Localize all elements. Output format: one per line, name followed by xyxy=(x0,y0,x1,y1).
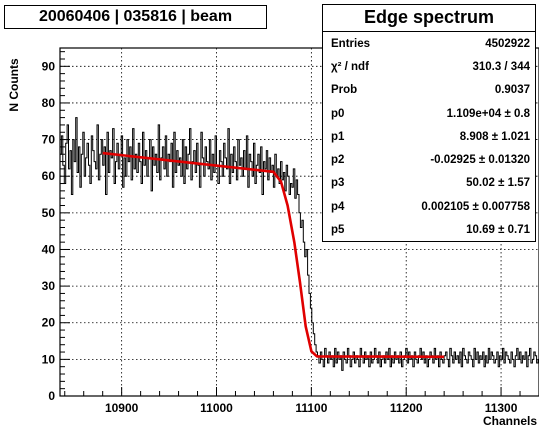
stat-name: p3 xyxy=(331,177,345,190)
y-tick-label: 40 xyxy=(42,242,56,256)
stats-row: p2 -0.02925 ± 0.01320 xyxy=(323,148,535,171)
stats-row: p3 50.02 ± 1.57 xyxy=(323,172,535,195)
stat-name: p0 xyxy=(331,107,345,120)
x-tick-label: 11300 xyxy=(485,401,518,415)
run-label-box: 20060406 | 035816 | beam xyxy=(4,5,267,29)
y-tick-label: 20 xyxy=(42,316,56,330)
stat-name: p2 xyxy=(331,154,345,167)
x-tick-label: 11000 xyxy=(200,401,233,415)
fit-curve-group xyxy=(102,151,445,359)
y-tick-label: 30 xyxy=(42,279,56,293)
run-label: 20060406 | 035816 | beam xyxy=(38,8,233,25)
y-tick-label: 0 xyxy=(48,389,55,403)
stats-title: Edge spectrum xyxy=(323,5,535,32)
stat-value: 310.3 / 344 xyxy=(472,60,530,73)
stats-row: p4 0.002105 ± 0.007758 xyxy=(323,195,535,218)
x-tick-label: 10900 xyxy=(105,401,139,415)
histogram-trace xyxy=(60,117,539,371)
y-tick-label: 50 xyxy=(42,206,56,220)
fit-curve xyxy=(102,151,445,359)
stat-value: -0.02925 ± 0.01320 xyxy=(430,154,530,167)
plot-frame xyxy=(59,47,539,397)
stats-row: p1 8.908 ± 1.021 xyxy=(323,125,535,148)
stat-value: 8.908 ± 1.021 xyxy=(459,130,530,143)
stats-table: Entries 4502922 χ² / ndf 310.3 / 344 Prob 0… xyxy=(323,32,535,242)
y-tick-label: 70 xyxy=(42,133,56,147)
stat-value: 0.9037 xyxy=(494,84,530,97)
y-tick-label: 60 xyxy=(42,169,56,183)
x-axis-label: Channels xyxy=(483,414,537,428)
stats-row: χ² / ndf 310.3 / 344 xyxy=(323,55,535,78)
axis-ticks: 10900 11000 11100 11200 11300 0 10 20 30 40 50 60 70… xyxy=(42,51,539,415)
stat-name: Prob xyxy=(331,84,358,97)
y-tick-label: 80 xyxy=(42,96,56,110)
stat-name: p5 xyxy=(331,224,345,237)
fit-stats-box: Edge spectrum Entries 4502922 χ² / ndf 310… xyxy=(322,4,536,242)
stat-value: 10.69 ± 0.71 xyxy=(466,224,530,237)
stats-row: Entries 4502922 xyxy=(323,32,535,55)
x-tick-label: 11100 xyxy=(295,401,327,415)
stat-value: 50.02 ± 1.57 xyxy=(466,177,530,190)
stats-row: p0 1.109e+04 ± 0.8 xyxy=(323,102,535,125)
stat-value: 4502922 xyxy=(485,37,530,50)
stats-row: Prob 0.9037 xyxy=(323,79,535,102)
stat-value: 0.002105 ± 0.007758 xyxy=(421,200,530,213)
stat-name: p1 xyxy=(331,130,345,143)
stat-value: 1.109e+04 ± 0.8 xyxy=(446,107,530,120)
x-tick-label: 11200 xyxy=(390,401,423,415)
y-tick-label: 90 xyxy=(42,59,56,73)
stats-row: p5 10.69 ± 0.71 xyxy=(323,218,535,241)
stat-name: Entries xyxy=(331,37,370,50)
y-axis-label: N Counts xyxy=(7,58,21,112)
stat-name: χ² / ndf xyxy=(331,60,369,73)
stat-name: p4 xyxy=(331,200,345,213)
histogram-series xyxy=(60,117,539,371)
y-tick-label: 10 xyxy=(42,352,56,366)
